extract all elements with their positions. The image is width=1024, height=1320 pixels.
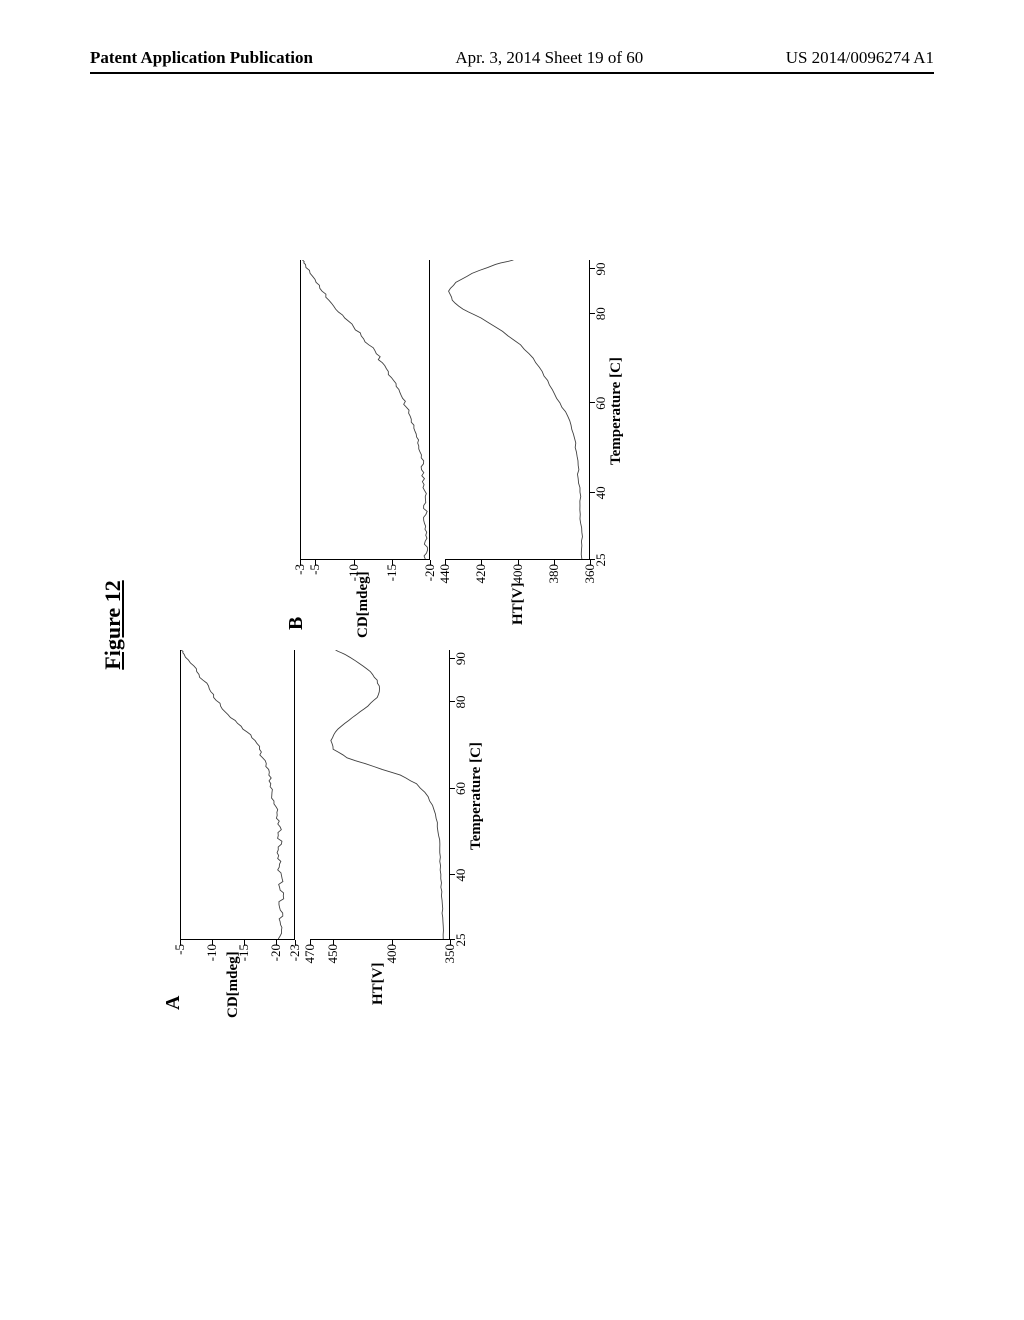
ytick-mark — [590, 560, 591, 565]
page-header: Patent Application Publication Apr. 3, 2… — [0, 48, 1024, 68]
ytick-label: 470 — [302, 944, 318, 970]
xtick-label: 40 — [453, 869, 469, 882]
panel-a-xlabel: Temperature [C] — [468, 742, 485, 850]
header-left: Patent Application Publication — [90, 48, 313, 68]
ytick-label: -15 — [384, 564, 400, 590]
xtick-mark — [590, 268, 595, 269]
xtick-mark — [450, 701, 455, 702]
ytick-mark — [276, 940, 277, 945]
ytick-mark — [392, 560, 393, 565]
xtick-label: 60 — [593, 397, 609, 410]
ytick-mark — [481, 560, 482, 565]
ytick-label: -20 — [268, 944, 284, 970]
ytick-mark — [450, 940, 451, 945]
ytick-label: -23 — [287, 944, 303, 970]
ytick-label: -15 — [236, 944, 252, 970]
panel-b-xlabel: Temperature [C] — [608, 357, 625, 465]
panel-a-label: A — [162, 996, 185, 1010]
ytick-label: 360 — [582, 564, 598, 590]
ytick-label: 420 — [473, 564, 489, 590]
ytick-label: 350 — [442, 944, 458, 970]
panel-a-ht-trace — [310, 650, 449, 939]
ytick-label: 380 — [546, 564, 562, 590]
ytick-label: -10 — [204, 944, 220, 970]
xtick-mark — [590, 402, 595, 403]
ytick-label: 440 — [437, 564, 453, 590]
panel-a-ht-plot — [310, 650, 450, 940]
xtick-mark — [450, 658, 455, 659]
xtick-label: 60 — [453, 782, 469, 795]
panel-a: A CD[mdeg] HT[V] Temperature [C] -5-10-1… — [170, 640, 490, 1000]
ytick-label: -5 — [172, 944, 188, 970]
panel-b-cd-trace — [301, 260, 429, 559]
panel-b-ht-trace — [445, 260, 589, 559]
xtick-label: 80 — [593, 307, 609, 320]
ytick-label: 400 — [384, 944, 400, 970]
ytick-label: 450 — [325, 944, 341, 970]
ytick-label: 400 — [510, 564, 526, 590]
panel-a-cd-trace — [181, 650, 294, 939]
figure-title: Figure 12 — [100, 230, 126, 1020]
ytick-mark — [295, 940, 296, 945]
panel-b-cd-plot — [300, 260, 430, 560]
xtick-label: 90 — [593, 262, 609, 275]
xtick-mark — [450, 939, 455, 940]
ytick-label: -3 — [292, 564, 308, 590]
header-center: Apr. 3, 2014 Sheet 19 of 60 — [455, 48, 643, 68]
ytick-mark — [445, 560, 446, 565]
ytick-mark — [315, 560, 316, 565]
xtick-label: 90 — [453, 652, 469, 665]
xtick-label: 80 — [453, 695, 469, 708]
header-right: US 2014/0096274 A1 — [786, 48, 934, 68]
ytick-label: -10 — [346, 564, 362, 590]
panel-b-ht-plot — [445, 260, 590, 560]
xtick-mark — [590, 492, 595, 493]
ytick-mark — [554, 560, 555, 565]
ytick-mark — [212, 940, 213, 945]
panel-b: B CD[mdeg] HT[V] Temperature [C] -3-5-10… — [295, 250, 635, 620]
figure-12: Figure 12 A CD[mdeg] HT[V] Temperature [… — [130, 230, 920, 1020]
ytick-label: -5 — [307, 564, 323, 590]
xtick-label: 25 — [593, 554, 609, 567]
xtick-label: 40 — [593, 486, 609, 499]
xtick-mark — [590, 559, 595, 560]
ytick-mark — [310, 940, 311, 945]
ytick-mark — [244, 940, 245, 945]
ytick-mark — [392, 940, 393, 945]
panel-b-label: B — [285, 617, 308, 630]
ytick-label: -20 — [422, 564, 438, 590]
ytick-mark — [354, 560, 355, 565]
xtick-label: 25 — [453, 934, 469, 947]
ytick-mark — [518, 560, 519, 565]
ytick-mark — [333, 940, 334, 945]
ytick-mark — [300, 560, 301, 565]
xtick-mark — [450, 874, 455, 875]
xtick-mark — [450, 788, 455, 789]
ytick-mark — [430, 560, 431, 565]
xtick-mark — [590, 313, 595, 314]
header-rule — [90, 72, 934, 74]
ytick-mark — [180, 940, 181, 945]
panel-a-cd-plot — [180, 650, 295, 940]
